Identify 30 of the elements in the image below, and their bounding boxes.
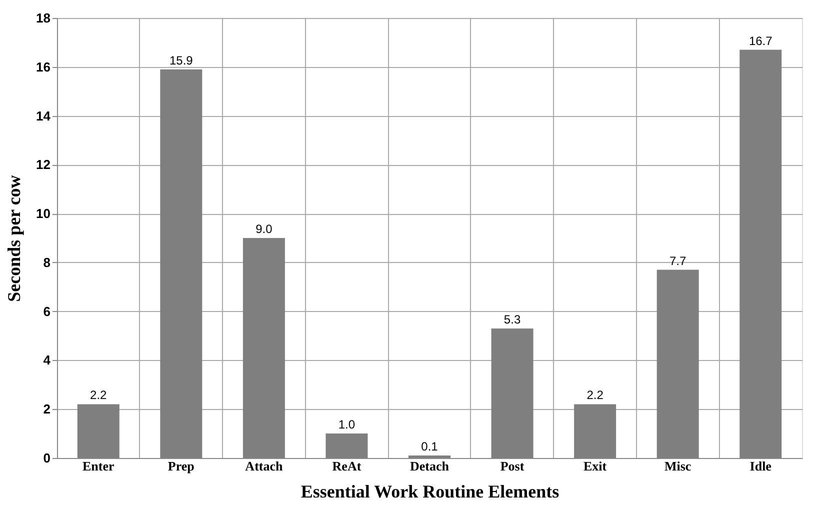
data-label: 16.7 xyxy=(748,34,773,48)
data-label: 9.0 xyxy=(256,222,273,236)
x-tick-label: Prep xyxy=(168,458,194,474)
data-label: 2.2 xyxy=(90,388,108,402)
data-label: 5.3 xyxy=(504,312,521,326)
y-tick-label: 14 xyxy=(36,108,52,124)
data-label: 0.1 xyxy=(421,440,438,454)
x-tick-label: Exit xyxy=(583,458,608,474)
y-tick-label: 4 xyxy=(43,352,52,368)
y-tick-label: 0 xyxy=(43,450,50,466)
y-tick-label: 12 xyxy=(36,157,50,172)
x-tick-label: Enter xyxy=(82,458,114,474)
y-tick-label: 18 xyxy=(36,10,50,26)
y-tick-label: 10 xyxy=(36,206,50,222)
y-tick-label: 6 xyxy=(43,304,50,319)
data-label: 15.9 xyxy=(169,53,194,68)
x-tick-label: ReAt xyxy=(332,458,362,474)
data-label: 1.0 xyxy=(338,418,356,432)
x-tick-label: Post xyxy=(500,458,525,474)
data-label: 7.7 xyxy=(669,254,686,268)
y-tick-label: 2 xyxy=(43,402,50,417)
y-tick-label: 8 xyxy=(43,254,50,270)
y-axis-title: Seconds per cow xyxy=(4,175,24,302)
x-tick-label: Misc xyxy=(664,458,692,474)
data-label: 2.2 xyxy=(586,388,604,402)
x-axis-title: Essential Work Routine Elements xyxy=(300,482,560,502)
x-tick-label: Attach xyxy=(245,458,284,474)
x-tick-label: Detach xyxy=(410,458,450,474)
y-tick-label: 16 xyxy=(36,59,50,74)
x-tick-label: Idle xyxy=(750,458,772,474)
